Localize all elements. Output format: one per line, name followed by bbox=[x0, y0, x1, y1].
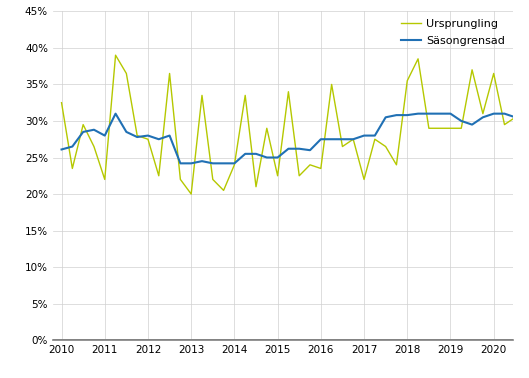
Ursprungling bbox=[329, 82, 335, 87]
Säsongrensad bbox=[404, 113, 411, 118]
Ursprungling bbox=[469, 68, 475, 72]
Ursprungling bbox=[102, 177, 108, 182]
Ursprungling bbox=[426, 126, 432, 130]
Säsongrensad bbox=[339, 137, 345, 141]
Säsongrensad bbox=[145, 133, 151, 138]
Säsongrensad bbox=[523, 122, 529, 127]
Säsongrensad bbox=[134, 135, 140, 139]
Ursprungling bbox=[296, 174, 303, 178]
Säsongrensad bbox=[296, 146, 303, 151]
Ursprungling bbox=[69, 166, 76, 171]
Ursprungling bbox=[404, 79, 411, 83]
Säsongrensad bbox=[231, 161, 238, 166]
Säsongrensad bbox=[58, 147, 65, 152]
Säsongrensad bbox=[275, 155, 281, 160]
Säsongrensad bbox=[123, 130, 130, 134]
Ursprungling bbox=[188, 192, 194, 196]
Ursprungling bbox=[209, 177, 216, 182]
Säsongrensad bbox=[490, 112, 497, 116]
Säsongrensad bbox=[458, 119, 464, 123]
Ursprungling bbox=[307, 163, 313, 167]
Ursprungling bbox=[458, 126, 464, 130]
Ursprungling bbox=[221, 188, 227, 193]
Säsongrensad bbox=[91, 127, 97, 132]
Ursprungling bbox=[523, 126, 529, 130]
Ursprungling bbox=[58, 101, 65, 105]
Säsongrensad bbox=[263, 155, 270, 160]
Säsongrensad bbox=[285, 146, 291, 151]
Säsongrensad bbox=[436, 112, 443, 116]
Ursprungling bbox=[91, 144, 97, 149]
Säsongrensad bbox=[167, 133, 173, 138]
Ursprungling bbox=[199, 93, 205, 98]
Ursprungling bbox=[167, 71, 173, 76]
Ursprungling bbox=[317, 166, 324, 171]
Säsongrensad bbox=[415, 112, 421, 116]
Ursprungling bbox=[512, 115, 518, 119]
Ursprungling bbox=[177, 177, 184, 182]
Säsongrensad bbox=[480, 115, 486, 119]
Säsongrensad bbox=[80, 130, 86, 134]
Säsongrensad bbox=[350, 137, 357, 141]
Ursprungling bbox=[436, 126, 443, 130]
Säsongrensad bbox=[382, 115, 389, 119]
Säsongrensad bbox=[188, 161, 194, 166]
Legend: Ursprungling, Säsongrensad: Ursprungling, Säsongrensad bbox=[399, 17, 507, 48]
Ursprungling bbox=[501, 122, 508, 127]
Säsongrensad bbox=[253, 152, 259, 156]
Säsongrensad bbox=[361, 133, 367, 138]
Säsongrensad bbox=[209, 161, 216, 166]
Säsongrensad bbox=[177, 161, 184, 166]
Ursprungling bbox=[263, 126, 270, 130]
Ursprungling bbox=[80, 122, 86, 127]
Säsongrensad bbox=[372, 133, 378, 138]
Säsongrensad bbox=[393, 113, 399, 118]
Ursprungling bbox=[490, 71, 497, 76]
Säsongrensad bbox=[426, 112, 432, 116]
Säsongrensad bbox=[199, 159, 205, 163]
Ursprungling bbox=[242, 93, 249, 98]
Ursprungling bbox=[285, 90, 291, 94]
Ursprungling bbox=[156, 174, 162, 178]
Säsongrensad bbox=[242, 152, 249, 156]
Ursprungling bbox=[382, 144, 389, 149]
Ursprungling bbox=[415, 57, 421, 61]
Ursprungling bbox=[123, 71, 130, 76]
Säsongrensad bbox=[469, 122, 475, 127]
Säsongrensad bbox=[307, 148, 313, 152]
Ursprungling bbox=[393, 163, 399, 167]
Line: Säsongrensad: Säsongrensad bbox=[61, 114, 529, 163]
Ursprungling bbox=[112, 53, 118, 57]
Ursprungling bbox=[134, 133, 140, 138]
Ursprungling bbox=[372, 137, 378, 141]
Säsongrensad bbox=[221, 161, 227, 166]
Säsongrensad bbox=[317, 137, 324, 141]
Ursprungling bbox=[339, 144, 345, 149]
Ursprungling bbox=[448, 126, 454, 130]
Ursprungling bbox=[253, 184, 259, 189]
Ursprungling bbox=[350, 137, 357, 141]
Ursprungling bbox=[480, 112, 486, 116]
Ursprungling bbox=[361, 177, 367, 182]
Säsongrensad bbox=[501, 112, 508, 116]
Ursprungling bbox=[145, 137, 151, 141]
Säsongrensad bbox=[112, 112, 118, 116]
Säsongrensad bbox=[448, 112, 454, 116]
Säsongrensad bbox=[69, 144, 76, 149]
Säsongrensad bbox=[329, 137, 335, 141]
Säsongrensad bbox=[102, 133, 108, 138]
Ursprungling bbox=[231, 163, 238, 167]
Säsongrensad bbox=[512, 115, 518, 119]
Ursprungling bbox=[275, 174, 281, 178]
Line: Ursprungling: Ursprungling bbox=[61, 55, 529, 194]
Säsongrensad bbox=[156, 137, 162, 141]
